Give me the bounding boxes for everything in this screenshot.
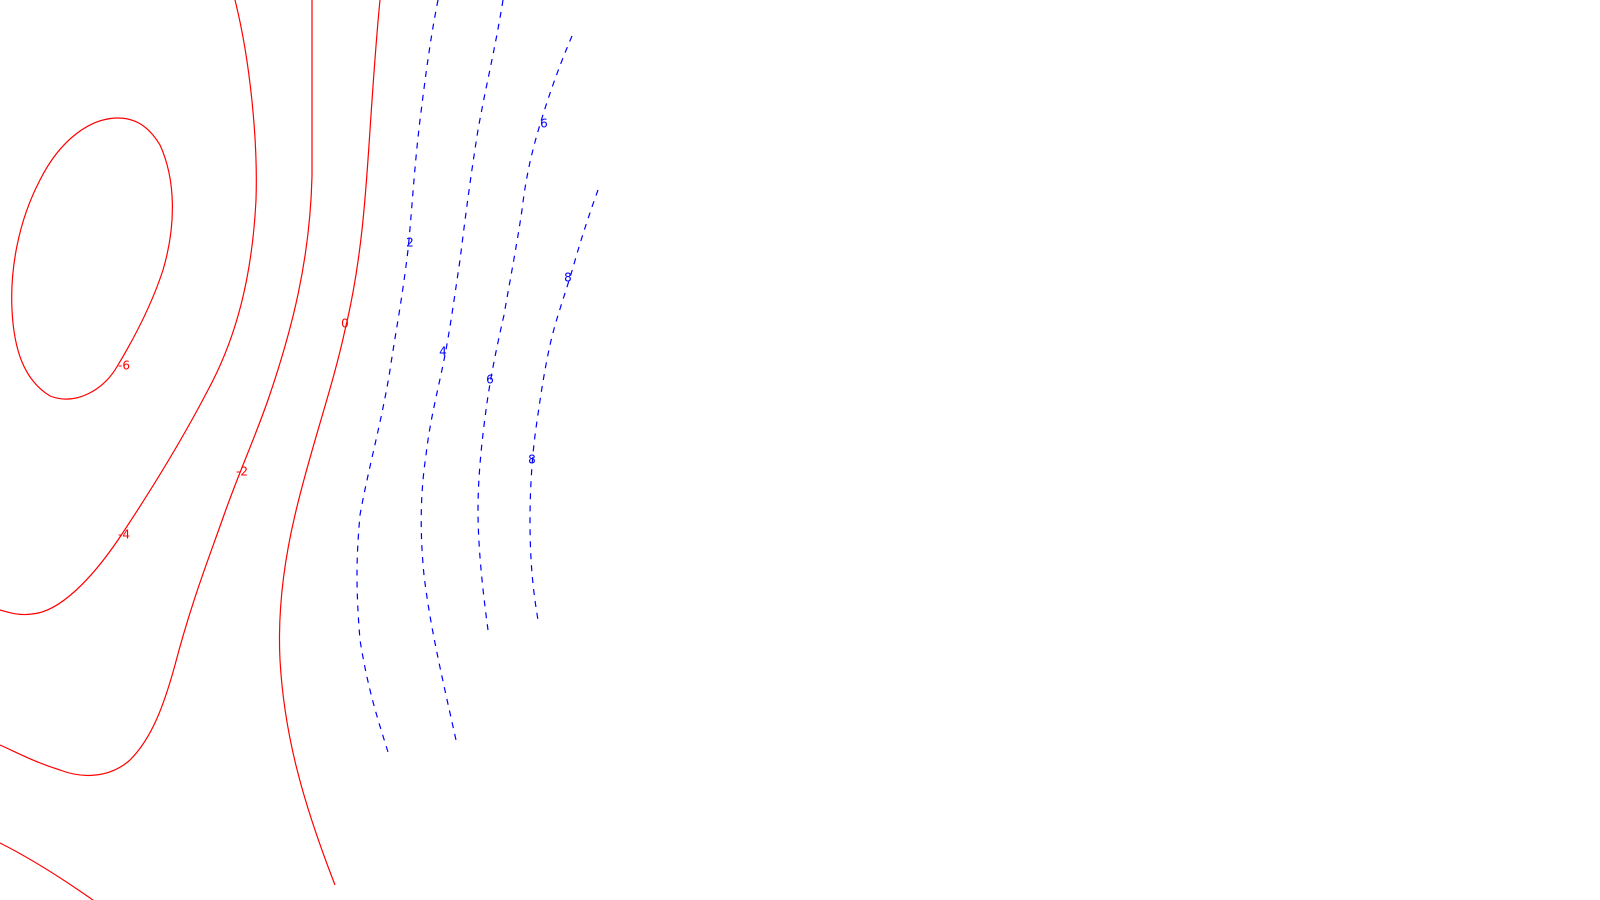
contour-line-minus-4 <box>0 0 257 616</box>
contour-label: -4 <box>118 528 130 542</box>
contour-label: 2 <box>406 236 414 250</box>
contour-label: 6 <box>540 117 548 131</box>
contour-label: 4 <box>439 345 447 359</box>
contour-label: 8 <box>528 453 536 467</box>
contour-label: 8 <box>564 271 572 285</box>
positive-contours <box>356 0 599 753</box>
contour-line-4 <box>420 0 504 741</box>
contour-line-minus-6 <box>11 117 173 400</box>
contour-line-8 <box>529 189 599 621</box>
contour-label: 6 <box>486 373 494 387</box>
contour-label: -6 <box>118 359 130 373</box>
contour-line-6 <box>477 35 573 631</box>
negative-contours <box>0 0 381 900</box>
contour-line-minus-2 <box>0 0 313 777</box>
contour-line-zero <box>278 0 381 886</box>
contour-label: -2 <box>236 465 248 479</box>
contour-label: 0 <box>341 317 349 331</box>
contour-line-2 <box>356 0 439 753</box>
contour-labels: -6 -4 -2 0 2 4 6 6 8 8 <box>118 117 572 542</box>
contour-line-minus-2b <box>0 842 94 900</box>
